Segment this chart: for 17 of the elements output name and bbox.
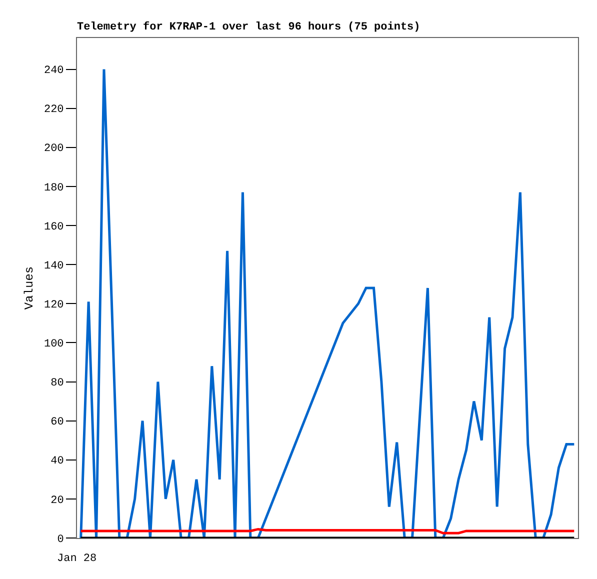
y-tick-label: 60 xyxy=(50,416,64,429)
text: Jan 28 xyxy=(57,553,97,565)
y-tick-label: 220 xyxy=(44,104,64,116)
y-tick-label: 180 xyxy=(44,182,64,194)
y-tick-label: 120 xyxy=(44,299,64,312)
y-tick-label: 200 xyxy=(44,143,64,156)
line-series xyxy=(80,68,576,538)
y-tick-label: 80 xyxy=(50,378,64,390)
y-tick-label: 240 xyxy=(44,65,64,78)
y-tick-label: 40 xyxy=(50,456,64,468)
y-tick-label: 100 xyxy=(44,338,64,351)
y-tick-label: 20 xyxy=(50,494,64,507)
y-axis-title: Values xyxy=(22,266,36,310)
chart-title: Telemetry for K7RAP-1 over last 96 hours (75 points) xyxy=(77,20,420,34)
y-tick-label: 140 xyxy=(44,260,64,272)
y-tick-label: 0 xyxy=(57,534,64,546)
y-tick-label: 160 xyxy=(44,221,64,234)
